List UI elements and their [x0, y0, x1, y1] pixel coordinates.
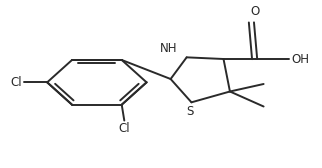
Text: NH: NH	[160, 42, 178, 55]
Text: S: S	[186, 105, 194, 118]
Text: OH: OH	[291, 53, 309, 66]
Text: Cl: Cl	[118, 122, 130, 135]
Text: O: O	[250, 5, 259, 18]
Text: Cl: Cl	[11, 76, 22, 89]
